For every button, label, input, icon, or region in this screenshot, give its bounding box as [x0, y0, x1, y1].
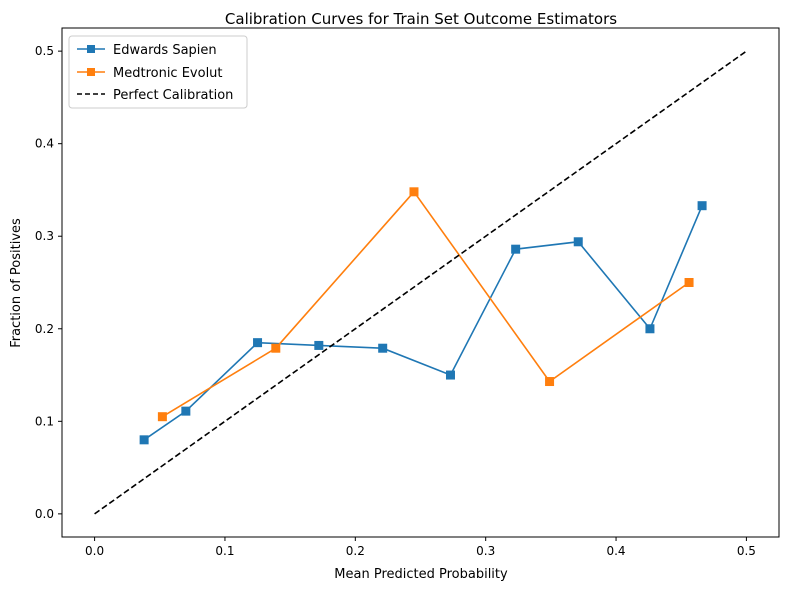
legend-label-edwards-sapien: Edwards Sapien	[113, 43, 217, 58]
data-point-edwards-sapien	[181, 406, 191, 416]
data-point-edwards-sapien	[253, 338, 263, 348]
x-tick-label: 0.4	[606, 544, 625, 558]
data-point-medtronic-evolut	[271, 343, 281, 353]
x-tick-label: 0.2	[346, 544, 365, 558]
data-point-edwards-sapien	[511, 244, 521, 254]
series-line-perfect-calibration	[94, 50, 747, 515]
y-tick-label: 0.0	[35, 507, 54, 521]
data-point-edwards-sapien	[697, 201, 707, 211]
data-point-edwards-sapien	[573, 237, 583, 247]
x-axis-label: Mean Predicted Probability	[334, 567, 508, 582]
y-tick-label: 0.1	[35, 414, 54, 428]
x-tick-label: 0.0	[85, 544, 104, 558]
data-point-edwards-sapien	[445, 370, 455, 380]
x-tick-label: 0.3	[476, 544, 495, 558]
x-tick-label: 0.1	[215, 544, 234, 558]
plot-area	[61, 27, 780, 538]
legend-label-medtronic-evolut: Medtronic Evolut	[113, 66, 223, 81]
series-line-edwards-sapien	[143, 205, 703, 441]
chart-title: Calibration Curves for Train Set Outcome…	[225, 10, 617, 28]
data-point-edwards-sapien	[378, 343, 388, 353]
legend: Edwards Sapien Medtronic Evolut Perfect …	[68, 35, 248, 109]
data-point-edwards-sapien	[645, 324, 655, 334]
data-point-edwards-sapien	[139, 435, 149, 445]
y-tick-label: 0.4	[35, 137, 54, 151]
data-point-medtronic-evolut	[157, 412, 167, 422]
legend-label-perfect-calibration: Perfect Calibration	[113, 88, 233, 103]
y-tick-label: 0.3	[35, 229, 54, 243]
y-tick-label: 0.5	[35, 44, 54, 58]
series-markers	[139, 187, 707, 445]
y-axis-label: Fraction of Positives	[9, 218, 24, 348]
data-point-medtronic-evolut	[684, 278, 694, 287]
data-point-medtronic-evolut	[545, 377, 555, 387]
y-tick-label: 0.2	[35, 322, 54, 336]
legend-marker-medtronic-evolut	[87, 68, 95, 76]
x-tick-label: 0.5	[737, 544, 756, 558]
axis-ticks: 0.0 0.1 0.2 0.3 0.4 0.5 0.0 0.1 0.2 0.3 0.4 0.5	[35, 44, 756, 558]
data-point-edwards-sapien	[314, 340, 324, 350]
legend-frame	[68, 35, 248, 109]
legend-marker-edwards-sapien	[87, 45, 95, 53]
data-point-medtronic-evolut	[409, 187, 419, 197]
